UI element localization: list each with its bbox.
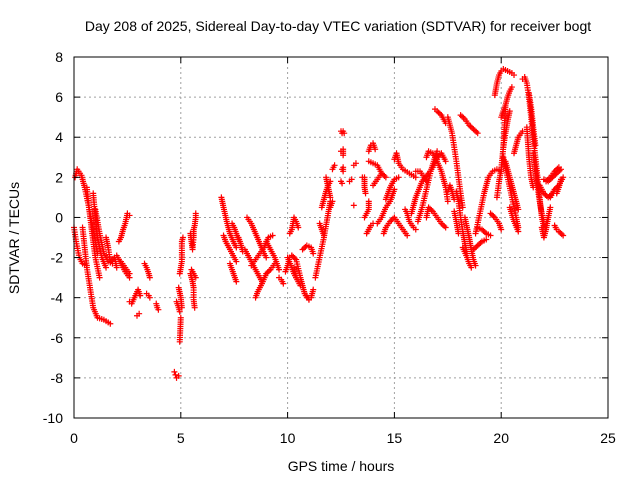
y-tick-label: -4 bbox=[51, 290, 64, 306]
y-tick-label: -2 bbox=[51, 250, 64, 266]
data-point bbox=[172, 371, 179, 378]
data-point bbox=[233, 244, 240, 251]
data-point bbox=[297, 282, 304, 289]
data-point bbox=[113, 264, 120, 271]
data-point bbox=[146, 274, 153, 281]
data-point bbox=[455, 230, 462, 237]
data-point bbox=[107, 320, 114, 327]
data-point bbox=[269, 232, 276, 239]
data-point bbox=[395, 174, 402, 181]
data-point bbox=[547, 204, 554, 211]
data-point bbox=[327, 194, 334, 201]
data-point bbox=[171, 368, 178, 375]
data-point bbox=[532, 142, 539, 149]
data-point bbox=[348, 176, 355, 183]
chart-title: Day 208 of 2025, Sidereal Day-to-day VTE… bbox=[85, 18, 591, 34]
data-point bbox=[442, 158, 449, 165]
x-tick-label: 25 bbox=[600, 430, 616, 446]
data-point bbox=[498, 226, 505, 233]
data-point bbox=[341, 130, 348, 137]
data-point bbox=[192, 210, 199, 217]
data-point bbox=[192, 274, 199, 281]
data-point bbox=[137, 292, 144, 299]
data-point bbox=[233, 278, 240, 285]
y-tick-label: -6 bbox=[51, 330, 64, 346]
data-point bbox=[191, 304, 198, 311]
data-point bbox=[511, 72, 518, 79]
y-tick-label: 8 bbox=[55, 49, 63, 65]
data-point bbox=[310, 286, 317, 293]
y-tick-label: 2 bbox=[55, 169, 63, 185]
data-point bbox=[136, 310, 143, 317]
x-tick-label: 20 bbox=[493, 430, 509, 446]
y-tick-label: -8 bbox=[51, 370, 64, 386]
data-point bbox=[178, 304, 185, 311]
data-point bbox=[442, 224, 449, 231]
data-point bbox=[320, 232, 327, 239]
y-axis-ticks: -10 -8 -6 -4 -2 0 2 4 6 8 bbox=[43, 49, 608, 426]
data-point bbox=[434, 148, 441, 155]
y-tick-label: 6 bbox=[55, 89, 63, 105]
data-point bbox=[483, 236, 490, 243]
y-tick-label: 0 bbox=[55, 209, 63, 225]
x-tick-label: 5 bbox=[177, 430, 185, 446]
data-point bbox=[331, 162, 338, 169]
data-point bbox=[468, 264, 475, 271]
y-tick-label: 4 bbox=[55, 129, 63, 145]
x-axis-ticks: 0 5 10 15 20 25 bbox=[70, 57, 616, 446]
data-point bbox=[233, 258, 240, 265]
data-point bbox=[487, 232, 494, 239]
data-point bbox=[179, 234, 186, 241]
data-point bbox=[155, 306, 162, 313]
data-point bbox=[310, 250, 317, 257]
data-point bbox=[295, 224, 302, 231]
data-point bbox=[126, 270, 133, 277]
data-point bbox=[558, 176, 565, 183]
data-point bbox=[372, 146, 379, 153]
data-point bbox=[329, 198, 336, 205]
data-point bbox=[103, 264, 110, 271]
y-tick-label: -10 bbox=[43, 410, 63, 426]
data-point bbox=[263, 254, 270, 261]
data-point bbox=[404, 232, 411, 239]
data-point bbox=[508, 84, 515, 91]
data-point bbox=[474, 130, 481, 137]
data-point bbox=[365, 198, 372, 205]
data-point bbox=[276, 266, 283, 273]
data-point bbox=[382, 174, 389, 181]
data-point bbox=[506, 108, 513, 115]
data-points bbox=[71, 66, 567, 381]
data-point bbox=[96, 274, 103, 281]
data-point bbox=[350, 202, 357, 209]
x-tick-label: 15 bbox=[387, 430, 403, 446]
data-point bbox=[362, 190, 369, 197]
data-point bbox=[176, 308, 183, 315]
data-point bbox=[339, 180, 346, 187]
data-point bbox=[177, 314, 184, 321]
data-point bbox=[515, 206, 522, 213]
data-point bbox=[146, 294, 153, 301]
data-point bbox=[352, 160, 359, 167]
data-point bbox=[515, 228, 522, 235]
x-tick-label: 0 bbox=[70, 430, 78, 446]
x-axis-title: GPS time / hours bbox=[288, 458, 395, 474]
data-point bbox=[412, 226, 419, 233]
data-point bbox=[126, 212, 133, 219]
data-point bbox=[459, 204, 466, 211]
y-axis-title: SDTVAR / TECUs bbox=[6, 182, 22, 294]
data-point bbox=[280, 280, 287, 287]
x-tick-label: 10 bbox=[280, 430, 296, 446]
data-point bbox=[560, 232, 567, 239]
data-point bbox=[472, 262, 479, 269]
data-point bbox=[444, 198, 451, 205]
plot-frame bbox=[73, 56, 609, 419]
data-point bbox=[555, 164, 562, 171]
data-point bbox=[175, 372, 182, 379]
data-point bbox=[412, 174, 419, 181]
data-point bbox=[340, 152, 347, 159]
data-point bbox=[340, 168, 347, 175]
